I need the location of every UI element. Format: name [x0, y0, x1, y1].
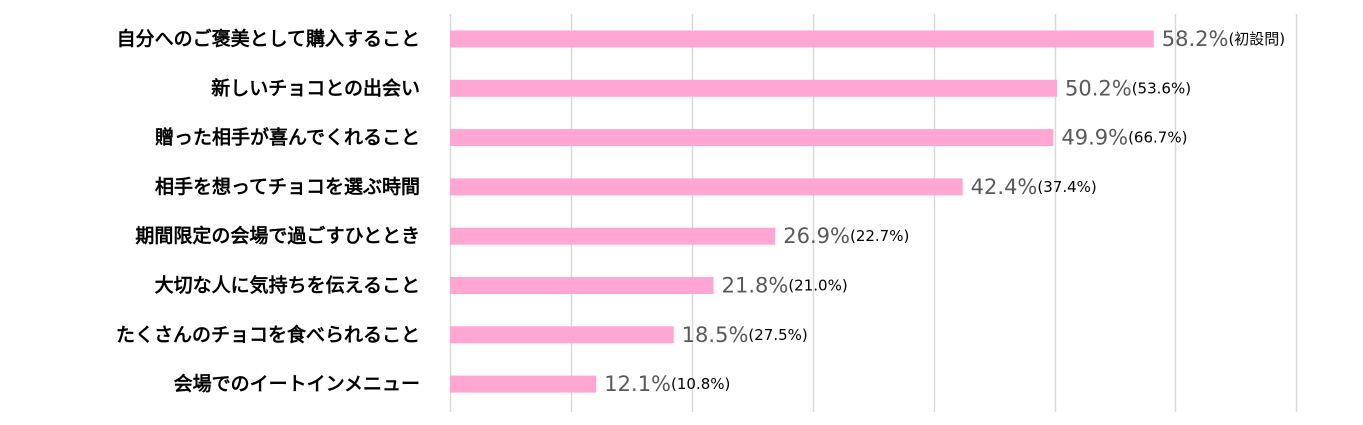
previous-value-label: (初設問) [1228, 30, 1285, 48]
value-label: 26.9%(22.7%) [783, 224, 909, 248]
value-label: 21.8%(21.0%) [722, 274, 848, 298]
previous-value-label: (10.8%) [671, 375, 730, 393]
category-label: 大切な人に気持ちを伝えること [155, 274, 420, 297]
category-label: 新しいチョコとの出会い [211, 76, 420, 99]
category-label: 相手を想ってチョコを選ぶ時間 [155, 175, 420, 198]
bar [450, 227, 776, 245]
value-label: 18.5%(27.5%) [682, 323, 808, 347]
previous-value-label: (22.7%) [850, 227, 909, 245]
category-label: 会場でのイートインメニュー [174, 372, 420, 395]
data-label: 18.5% [682, 323, 749, 347]
bar [450, 79, 1057, 97]
value-label: 58.2%(初設問) [1162, 27, 1285, 51]
category-label: 期間限定の会場で過ごすひととき [135, 224, 420, 247]
previous-value-label: (37.4%) [1037, 178, 1096, 196]
category-label: 自分へのご褒美として購入すること [117, 27, 420, 50]
previous-value-label: (53.6%) [1132, 79, 1191, 97]
data-label: 26.9% [783, 224, 850, 248]
bar [450, 326, 674, 344]
bars [450, 30, 1154, 393]
previous-value-label: (27.5%) [748, 326, 807, 344]
value-label: 50.2%(53.6%) [1065, 76, 1191, 100]
value-label: 12.1%(10.8%) [604, 372, 730, 396]
data-label: 50.2% [1065, 76, 1132, 100]
data-label: 12.1% [604, 372, 671, 396]
bar [450, 178, 963, 196]
data-label: 21.8% [722, 274, 789, 298]
labels: 自分へのご褒美として購入すること 58.2%(初設問) 新しいチョコとの出会い 50.… [116, 27, 1285, 396]
category-label: 贈った相手が喜んでくれること [155, 126, 420, 149]
category-label: たくさんのチョコを食べられること [116, 323, 420, 346]
gridlines [449, 14, 1298, 412]
previous-value-label: (21.0%) [788, 277, 847, 295]
value-label: 42.4%(37.4%) [971, 175, 1097, 199]
bar [450, 375, 597, 393]
data-label: 49.9% [1061, 126, 1128, 150]
bar [450, 30, 1154, 48]
bar [450, 129, 1054, 147]
previous-value-label: (66.7%) [1128, 129, 1187, 147]
data-label: 58.2% [1162, 27, 1229, 51]
data-label: 42.4% [971, 175, 1038, 199]
value-label: 49.9%(66.7%) [1061, 126, 1187, 150]
bar [450, 277, 714, 294]
